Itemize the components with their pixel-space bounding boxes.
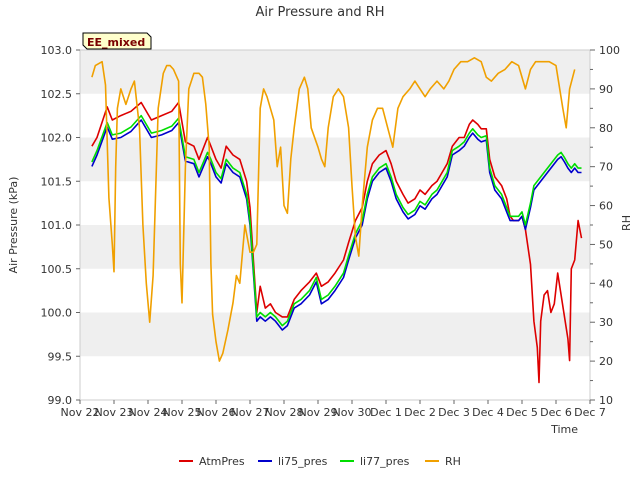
- y-right-tick-label: 20: [599, 355, 613, 368]
- x-tick-label: Nov 27: [231, 406, 270, 419]
- y-right-tick-label: 30: [599, 316, 613, 329]
- chart-series-group: [91, 57, 583, 384]
- y-left-tick-label: 101.5: [41, 175, 73, 188]
- y-right-tick-label: 10: [599, 394, 613, 407]
- y-right-tick-label: 100: [599, 44, 620, 57]
- series-line-li75-pres: [91, 119, 582, 331]
- x-tick-label: Dec 3: [438, 406, 470, 419]
- x-tick-label: Nov 29: [299, 406, 338, 419]
- y-right-tick-label: 50: [599, 238, 613, 251]
- x-axis-label: Time: [550, 423, 578, 436]
- y-axis-right-ticks: 10 20 30 40 50 60 70 80 90 100: [590, 44, 620, 407]
- y-left-tick-label: 99.5: [48, 350, 73, 363]
- series-line-li77-pres: [91, 114, 582, 327]
- y-left-tick-label: 101.0: [41, 219, 73, 232]
- background-band: [80, 225, 590, 269]
- legend-label: li77_pres: [360, 455, 410, 468]
- y-left-tick-label: 103.0: [41, 44, 73, 57]
- chart-background-bands: [80, 50, 590, 357]
- legend-label: RH: [445, 455, 461, 468]
- y-right-tick-label: 90: [599, 83, 613, 96]
- x-tick-label: Dec 6: [540, 406, 572, 419]
- x-tick-label: Dec 5: [506, 406, 538, 419]
- background-band: [80, 137, 590, 182]
- y-left-tick-label: 102.5: [41, 88, 73, 101]
- site-label-badge: EE_mixed: [82, 32, 152, 50]
- x-tick-label: Dec 7: [574, 406, 606, 419]
- y-axis-left-ticks: 99.0 99.5 100.0 100.5 101.0 101.5 102.0 102.5 10…: [41, 44, 80, 407]
- x-tick-label: Nov 23: [95, 406, 134, 419]
- x-tick-label: Dec 1: [370, 406, 402, 419]
- legend-item-li75-pres: li75_pres: [258, 455, 328, 468]
- x-tick-label: Nov 25: [163, 406, 202, 419]
- y-left-tick-label: 100.5: [41, 263, 73, 276]
- x-tick-label: Nov 24: [129, 406, 168, 419]
- series-line-atmpres: [91, 101, 583, 384]
- x-tick-label: Nov 28: [265, 406, 304, 419]
- legend: AtmPres li75_pres li77_pres RH: [179, 455, 461, 468]
- y-left-tick-label: 102.0: [41, 132, 73, 145]
- y-right-tick-label: 40: [599, 277, 613, 290]
- y-right-tick-label: 60: [599, 200, 613, 213]
- y-left-tick-label: 100.0: [41, 307, 73, 320]
- legend-item-rh: RH: [425, 455, 461, 468]
- legend-label: li75_pres: [278, 455, 328, 468]
- x-tick-label: Nov 26: [197, 406, 236, 419]
- y-right-tick-label: 70: [599, 161, 613, 174]
- y-left-tick-label: 99.0: [48, 394, 73, 407]
- legend-item-li77-pres: li77_pres: [340, 455, 410, 468]
- background-band: [80, 50, 590, 94]
- x-tick-label: Nov 30: [333, 406, 372, 419]
- y-right-tick-label: 80: [599, 122, 613, 135]
- legend-label: AtmPres: [199, 455, 245, 468]
- background-band: [80, 312, 590, 357]
- site-label-text: EE_mixed: [87, 36, 145, 49]
- y-axis-left-label: Air Pressure (kPa): [7, 177, 20, 274]
- chart-title: Air Pressure and RH: [255, 5, 384, 20]
- x-tick-label: Nov 22: [61, 406, 100, 419]
- legend-item-atmpres: AtmPres: [179, 455, 245, 468]
- x-tick-label: Dec 4: [472, 406, 504, 419]
- x-tick-label: Dec 2: [404, 406, 436, 419]
- y-axis-right-label: RH: [620, 215, 633, 231]
- series-line-rh: [91, 57, 576, 362]
